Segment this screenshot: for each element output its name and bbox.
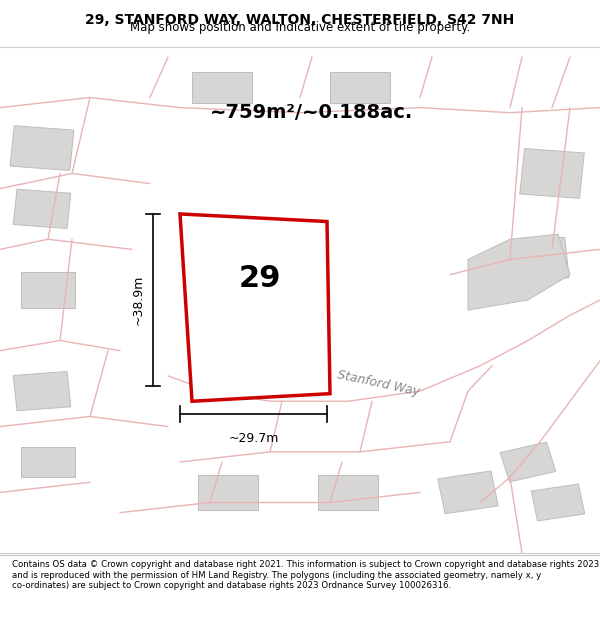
Polygon shape (468, 234, 570, 310)
Bar (13, 371, 71, 411)
Text: 29: 29 (239, 264, 281, 293)
Bar (531, 484, 585, 521)
Polygon shape (180, 214, 330, 401)
Text: Map shows position and indicative extent of the property.: Map shows position and indicative extent… (130, 21, 470, 34)
Text: ~759m²/~0.188ac.: ~759m²/~0.188ac. (210, 103, 413, 122)
Text: Contains OS data © Crown copyright and database right 2021. This information is : Contains OS data © Crown copyright and d… (12, 560, 599, 590)
Bar (13, 189, 71, 229)
Bar (520, 149, 584, 198)
Bar (500, 442, 556, 482)
Text: ~29.7m: ~29.7m (229, 432, 278, 444)
Bar (192, 72, 252, 102)
Bar (318, 474, 378, 510)
Text: 29, STANFORD WAY, WALTON, CHESTERFIELD, S42 7NH: 29, STANFORD WAY, WALTON, CHESTERFIELD, … (85, 13, 515, 27)
Bar (330, 72, 390, 102)
Bar (511, 238, 569, 282)
Text: ~38.9m: ~38.9m (131, 275, 145, 325)
Bar (21, 447, 75, 478)
Bar (21, 272, 75, 308)
Bar (438, 471, 498, 514)
Bar (10, 126, 74, 171)
Bar (198, 474, 258, 510)
Text: Stanford Way: Stanford Way (335, 369, 421, 399)
